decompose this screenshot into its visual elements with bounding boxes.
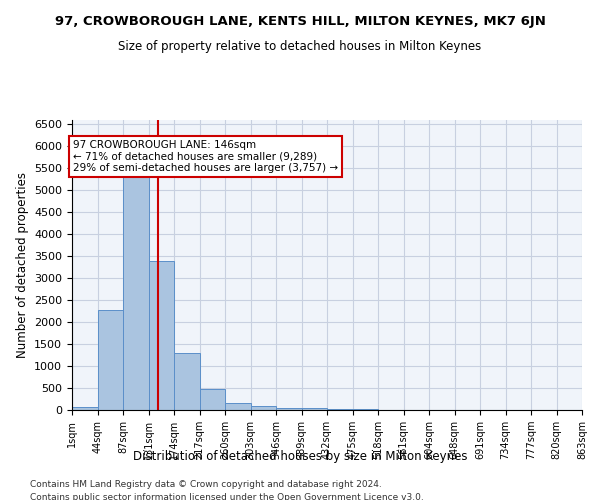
Bar xyxy=(353,409,378,410)
Bar xyxy=(97,310,123,410)
Text: 97, CROWBOROUGH LANE, KENTS HILL, MILTON KEYNES, MK7 6JN: 97, CROWBOROUGH LANE, KENTS HILL, MILTON… xyxy=(55,15,545,28)
Bar xyxy=(225,403,251,410)
Bar xyxy=(302,408,327,410)
Text: Size of property relative to detached houses in Milton Keynes: Size of property relative to detached ho… xyxy=(118,40,482,53)
Bar xyxy=(174,353,199,410)
Bar xyxy=(72,406,97,410)
Text: Contains HM Land Registry data © Crown copyright and database right 2024.: Contains HM Land Registry data © Crown c… xyxy=(30,480,382,489)
Text: Distribution of detached houses by size in Milton Keynes: Distribution of detached houses by size … xyxy=(133,450,467,463)
Bar xyxy=(123,172,149,410)
Text: Contains public sector information licensed under the Open Government Licence v3: Contains public sector information licen… xyxy=(30,492,424,500)
Bar xyxy=(276,408,302,410)
Text: 97 CROWBOROUGH LANE: 146sqm
← 71% of detached houses are smaller (9,289)
29% of : 97 CROWBOROUGH LANE: 146sqm ← 71% of det… xyxy=(73,140,338,173)
Bar xyxy=(327,408,353,410)
Bar xyxy=(251,406,276,410)
Bar xyxy=(199,389,225,410)
Bar xyxy=(149,261,174,410)
Y-axis label: Number of detached properties: Number of detached properties xyxy=(16,172,29,358)
